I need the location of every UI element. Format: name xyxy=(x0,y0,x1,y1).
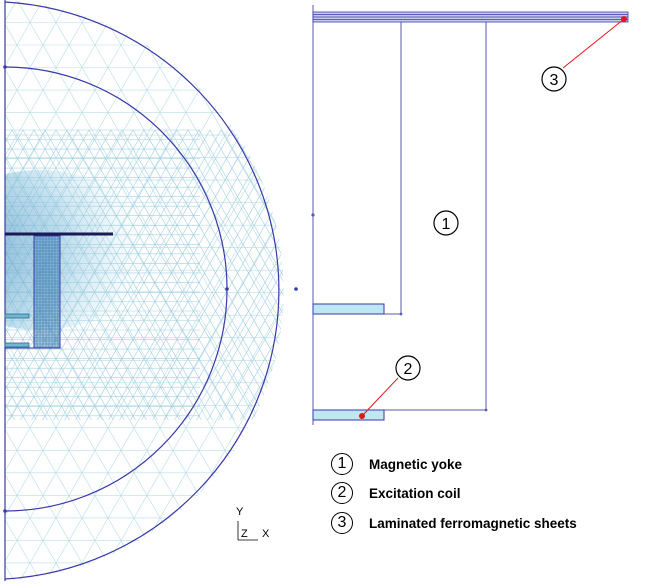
axis-x-label: X xyxy=(262,528,270,540)
dense-mesh-zone xyxy=(5,170,150,330)
pointer-dot-3 xyxy=(621,16,627,22)
callout-number-3: 3 xyxy=(550,72,559,89)
legend-item-coil: 2 Excitation coil xyxy=(331,482,461,504)
excitation-coil-lower xyxy=(312,409,385,421)
coil-small-lower xyxy=(4,342,30,348)
boundary-node xyxy=(294,287,298,291)
axis-node xyxy=(311,213,315,217)
callout-circle-1 xyxy=(433,210,459,236)
boundary-node xyxy=(225,287,229,291)
callout-number-2: 2 xyxy=(404,361,413,378)
excitation-coil-upper xyxy=(312,303,385,315)
outer-boundary-arc xyxy=(4,1,280,580)
legend-number-circle: 2 xyxy=(331,482,353,504)
legend-number-circle: 1 xyxy=(331,453,353,475)
axis-z-label: Z xyxy=(241,528,248,540)
coil-small-upper xyxy=(4,313,30,319)
laminated-sheets xyxy=(312,11,629,23)
legend-label: Excitation coil xyxy=(369,485,461,501)
pointer-dot-2 xyxy=(359,413,365,419)
legend-label: Laminated ferromagnetic sheets xyxy=(369,515,577,531)
legend-number-circle: 3 xyxy=(331,512,353,534)
legend-item-sheets: 3 Laminated ferromagnetic sheets xyxy=(331,512,577,534)
magnetic-yoke-outline xyxy=(312,22,487,411)
callout-circle-3 xyxy=(541,66,567,92)
pointer-line-2 xyxy=(361,377,399,417)
callout-circle-2 xyxy=(395,355,421,381)
yoke-node xyxy=(484,408,488,412)
boundary-node xyxy=(3,509,7,513)
yoke-node xyxy=(399,312,403,316)
legend-label: Magnetic yoke xyxy=(369,456,463,472)
boundary-node xyxy=(3,65,7,69)
pointer-line-3 xyxy=(562,18,625,69)
axis-indicator xyxy=(237,521,258,541)
legend-item-yoke: 1 Magnetic yoke xyxy=(331,453,462,475)
axis-y-label: Y xyxy=(236,506,244,518)
yoke-mesh-column xyxy=(34,236,60,348)
callout-number-1: 1 xyxy=(442,216,451,233)
